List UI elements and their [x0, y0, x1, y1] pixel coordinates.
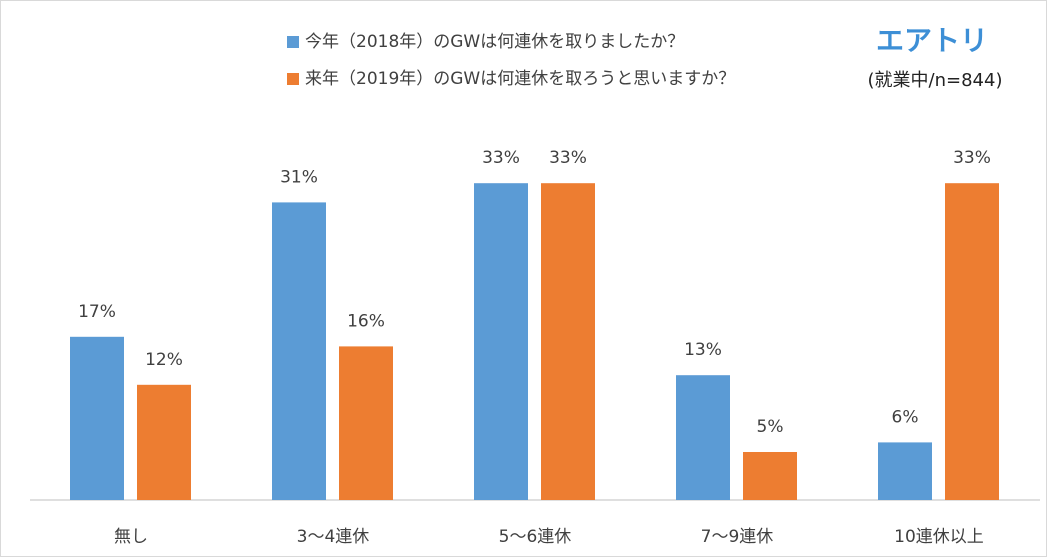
bar	[676, 375, 730, 500]
bar	[70, 336, 124, 500]
data-label: 16%	[347, 311, 385, 331]
x-tick-label: 10連休以上	[894, 527, 984, 547]
data-label: 6%	[892, 407, 919, 427]
bar	[474, 183, 528, 500]
x-tick-label: 無し	[114, 527, 148, 547]
data-label: 31%	[280, 167, 318, 187]
data-label: 12%	[145, 350, 183, 370]
bar	[743, 452, 797, 500]
bar	[272, 202, 326, 500]
x-tick-label: 5～6連休	[499, 527, 572, 547]
data-label: 33%	[549, 148, 587, 168]
data-label: 13%	[684, 340, 722, 360]
legend-label: 来年（2019年）のGWは何連休を取ろうと思いますか？	[305, 69, 735, 89]
brand: エアトリ	[876, 24, 988, 57]
legend-swatch	[287, 36, 299, 48]
data-label: 17%	[78, 302, 116, 322]
data-label: 5%	[757, 417, 784, 437]
x-tick-label: 7～9連休	[701, 527, 774, 547]
legend-swatch	[287, 73, 299, 85]
data-label: 33%	[953, 148, 991, 168]
x-tick-label: 3～4連休	[297, 527, 370, 547]
bar	[945, 183, 999, 500]
bar	[541, 183, 595, 500]
data-label: 33%	[482, 148, 520, 168]
legend-label: 今年（2018年）のGWは何連休を取りましたか？	[305, 32, 684, 52]
bar	[339, 346, 393, 500]
subtitle: (就業中/n=844)	[868, 70, 1003, 91]
bar	[137, 384, 191, 500]
bar	[878, 442, 932, 500]
